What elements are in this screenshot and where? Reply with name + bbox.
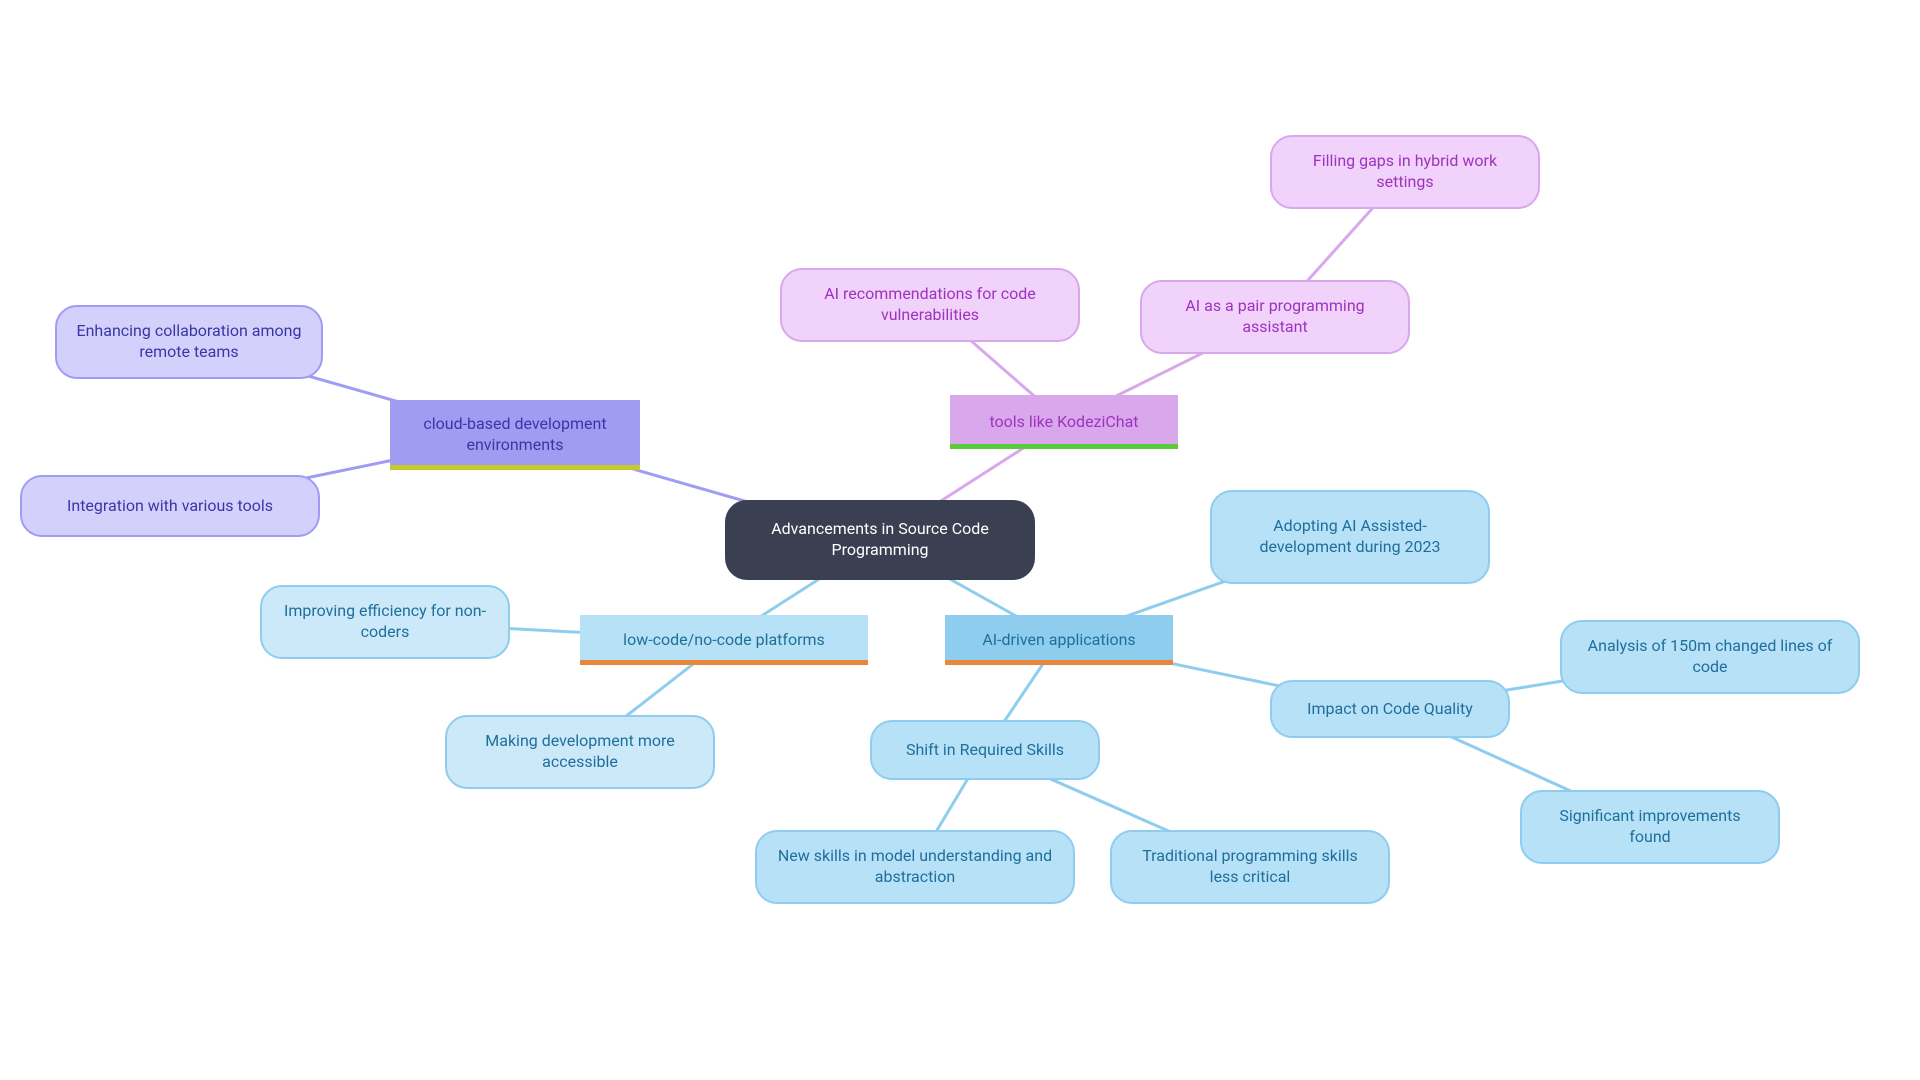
node-label: Advancements in Source Code Programming: [741, 519, 1019, 561]
node-underline: [945, 660, 1173, 665]
node-label: Adopting AI Assisted-development during …: [1228, 516, 1472, 558]
node-label: Filling gaps in hybrid work settings: [1288, 151, 1522, 193]
node-ai_adopt: Adopting AI Assisted-development during …: [1210, 490, 1490, 584]
node-label: cloud-based development environments: [406, 414, 624, 456]
node-underline: [950, 444, 1178, 449]
node-label: Traditional programming skills less crit…: [1128, 846, 1372, 888]
node-label: Improving efficiency for non-coders: [278, 601, 492, 643]
node-ai_skills: Shift in Required Skills: [870, 720, 1100, 780]
node-cloud_integ: Integration with various tools: [20, 475, 320, 537]
node-label: AI-driven applications: [982, 630, 1135, 651]
node-label: Shift in Required Skills: [906, 740, 1064, 761]
node-ai_skills_trad: Traditional programming skills less crit…: [1110, 830, 1390, 904]
node-cloud: cloud-based development environments: [390, 400, 640, 470]
node-kodezi_hybrid: Filling gaps in hybrid work settings: [1270, 135, 1540, 209]
node-ai_quality_imp: Significant improvements found: [1520, 790, 1780, 864]
node-label: Analysis of 150m changed lines of code: [1578, 636, 1842, 678]
node-label: Making development more accessible: [463, 731, 697, 773]
node-lowcode: low-code/no-code platforms: [580, 615, 868, 665]
node-lowcode_acc: Making development more accessible: [445, 715, 715, 789]
node-label: Integration with various tools: [67, 496, 273, 517]
node-label: Impact on Code Quality: [1307, 699, 1473, 720]
node-kodezi: tools like KodeziChat: [950, 395, 1178, 449]
node-cloud_collab: Enhancing collaboration among remote tea…: [55, 305, 323, 379]
node-ai: AI-driven applications: [945, 615, 1173, 665]
node-label: AI recommendations for code vulnerabilit…: [798, 284, 1062, 326]
node-label: Significant improvements found: [1538, 806, 1762, 848]
node-underline: [580, 660, 868, 665]
node-label: AI as a pair programming assistant: [1158, 296, 1392, 338]
node-label: Enhancing collaboration among remote tea…: [73, 321, 305, 363]
node-kodezi_vuln: AI recommendations for code vulnerabilit…: [780, 268, 1080, 342]
node-ai_quality: Impact on Code Quality: [1270, 680, 1510, 738]
node-label: low-code/no-code platforms: [623, 630, 825, 651]
node-ai_quality_150m: Analysis of 150m changed lines of code: [1560, 620, 1860, 694]
node-lowcode_eff: Improving efficiency for non-coders: [260, 585, 510, 659]
node-label: New skills in model understanding and ab…: [773, 846, 1057, 888]
node-label: tools like KodeziChat: [989, 412, 1138, 433]
node-root: Advancements in Source Code Programming: [725, 500, 1035, 580]
node-underline: [390, 465, 640, 470]
node-ai_skills_new: New skills in model understanding and ab…: [755, 830, 1075, 904]
node-kodezi_pair: AI as a pair programming assistant: [1140, 280, 1410, 354]
